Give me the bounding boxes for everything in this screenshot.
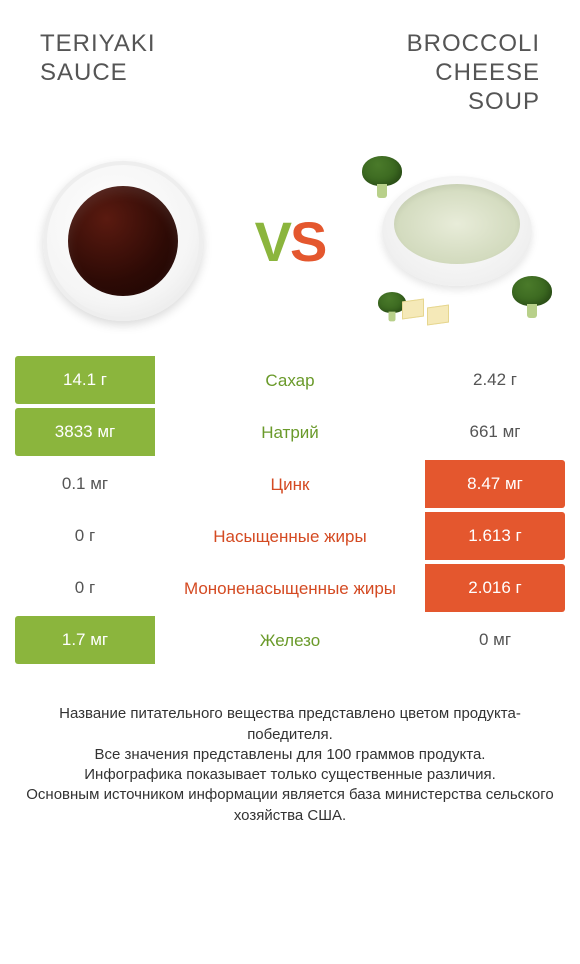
nutrition-table: 14.1 гСахар2.42 г3833 мгНатрий661 мг0.1 … [0,356,580,664]
broccoli-soup-icon [362,156,552,326]
teriyaki-bowl-icon [43,161,203,321]
row-right-value: 661 мг [425,408,565,456]
row-right-value: 1.613 г [425,512,565,560]
row-left-value: 1.7 мг [15,616,155,664]
vs-v: V [255,210,290,273]
row-left-value: 14.1 г [15,356,155,404]
row-right-value: 8.47 мг [425,460,565,508]
table-row: 3833 мгНатрий661 мг [15,408,565,456]
table-row: 0 гНасыщенные жиры1.613 г [15,512,565,560]
footnote: Название питательного вещества представл… [0,668,580,826]
table-row: 0 гМононенасыщенные жиры2.016 г [15,564,565,612]
row-left-value: 0 г [15,564,155,612]
left-product-title: TERIYAKI SAUCE [40,30,156,116]
table-row: 0.1 мгЦинк8.47 мг [15,460,565,508]
row-nutrient-label: Мононенасыщенные жиры [155,564,425,612]
right-product-title: BROCCOLI CHEESE SOUP [407,30,540,116]
row-nutrient-label: Натрий [155,408,425,456]
row-left-value: 0 г [15,512,155,560]
row-nutrient-label: Сахар [155,356,425,404]
row-nutrient-label: Железо [155,616,425,664]
images-row: VS [0,126,580,356]
row-right-value: 0 мг [425,616,565,664]
row-left-value: 3833 мг [15,408,155,456]
right-product-image [362,156,552,326]
row-nutrient-label: Цинк [155,460,425,508]
vs-label: VS [255,209,326,274]
table-row: 1.7 мгЖелезо0 мг [15,616,565,664]
row-right-value: 2.42 г [425,356,565,404]
row-left-value: 0.1 мг [15,460,155,508]
row-nutrient-label: Насыщенные жиры [155,512,425,560]
table-row: 14.1 гСахар2.42 г [15,356,565,404]
left-product-image [28,156,218,326]
header: TERIYAKI SAUCE BROCCOLI CHEESE SOUP [0,0,580,126]
vs-s: S [290,210,325,273]
row-right-value: 2.016 г [425,564,565,612]
